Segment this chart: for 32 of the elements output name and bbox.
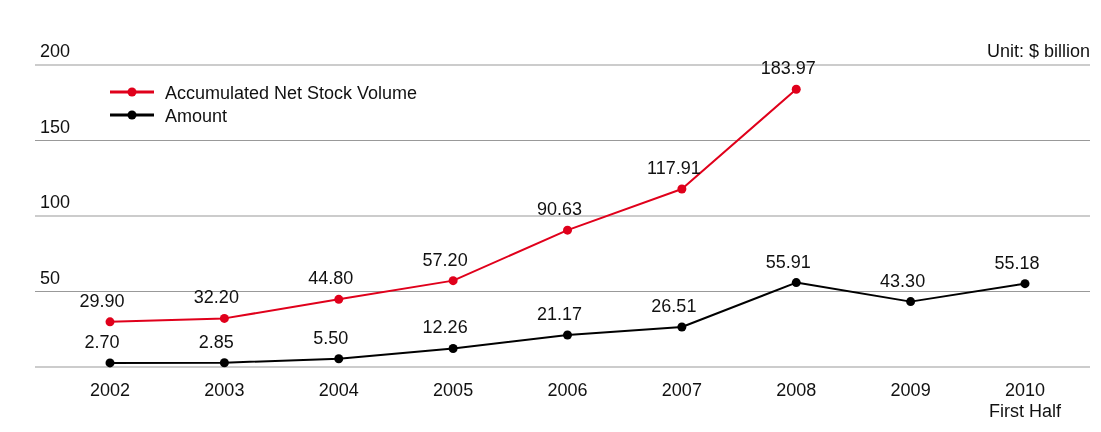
data-label: 90.63	[536, 199, 583, 220]
text: Unit: $ billion	[986, 41, 1090, 61]
data-label: 5.50	[313, 327, 349, 348]
data-label: 117.91	[647, 157, 701, 178]
y-tick-label: 150	[40, 116, 71, 137]
data-label: 21.17	[536, 304, 583, 325]
x-tick-label: 2009	[890, 380, 931, 400]
x-tick-label: 2003	[204, 380, 245, 400]
data-label: 55.18	[994, 252, 1040, 273]
legend-label: Amount	[165, 106, 228, 126]
data-label: 2.70	[84, 331, 120, 352]
legend-label: Accumulated Net Stock Volume	[165, 83, 418, 103]
data-label: 32.20	[193, 287, 239, 308]
data-label: 2.85	[198, 331, 234, 352]
x-tick-label: 2004	[318, 380, 359, 400]
y-tick-label: 100	[40, 192, 71, 212]
data-label: 26.51	[651, 295, 697, 316]
data-label: 55.91	[765, 251, 811, 272]
x-tick-label: 2006	[547, 380, 588, 400]
y-tick-label: 50	[40, 267, 61, 288]
data-label: 29.90	[79, 290, 125, 311]
x-tick-label: 2005	[433, 380, 474, 400]
data-label: 183.97	[760, 58, 816, 79]
x-tick-label: 2008	[776, 380, 817, 400]
x-tick-label: 2007	[661, 380, 702, 400]
y-tick-label: 200	[40, 41, 71, 61]
x-tick-label: 2010 First Half	[989, 380, 1062, 421]
data-label: 43.30	[880, 270, 926, 291]
x-tick-label: 2002	[89, 380, 131, 400]
data-label: 57.20	[422, 249, 468, 270]
data-label: 44.80	[308, 268, 354, 289]
data-label: 12.26	[422, 317, 468, 338]
